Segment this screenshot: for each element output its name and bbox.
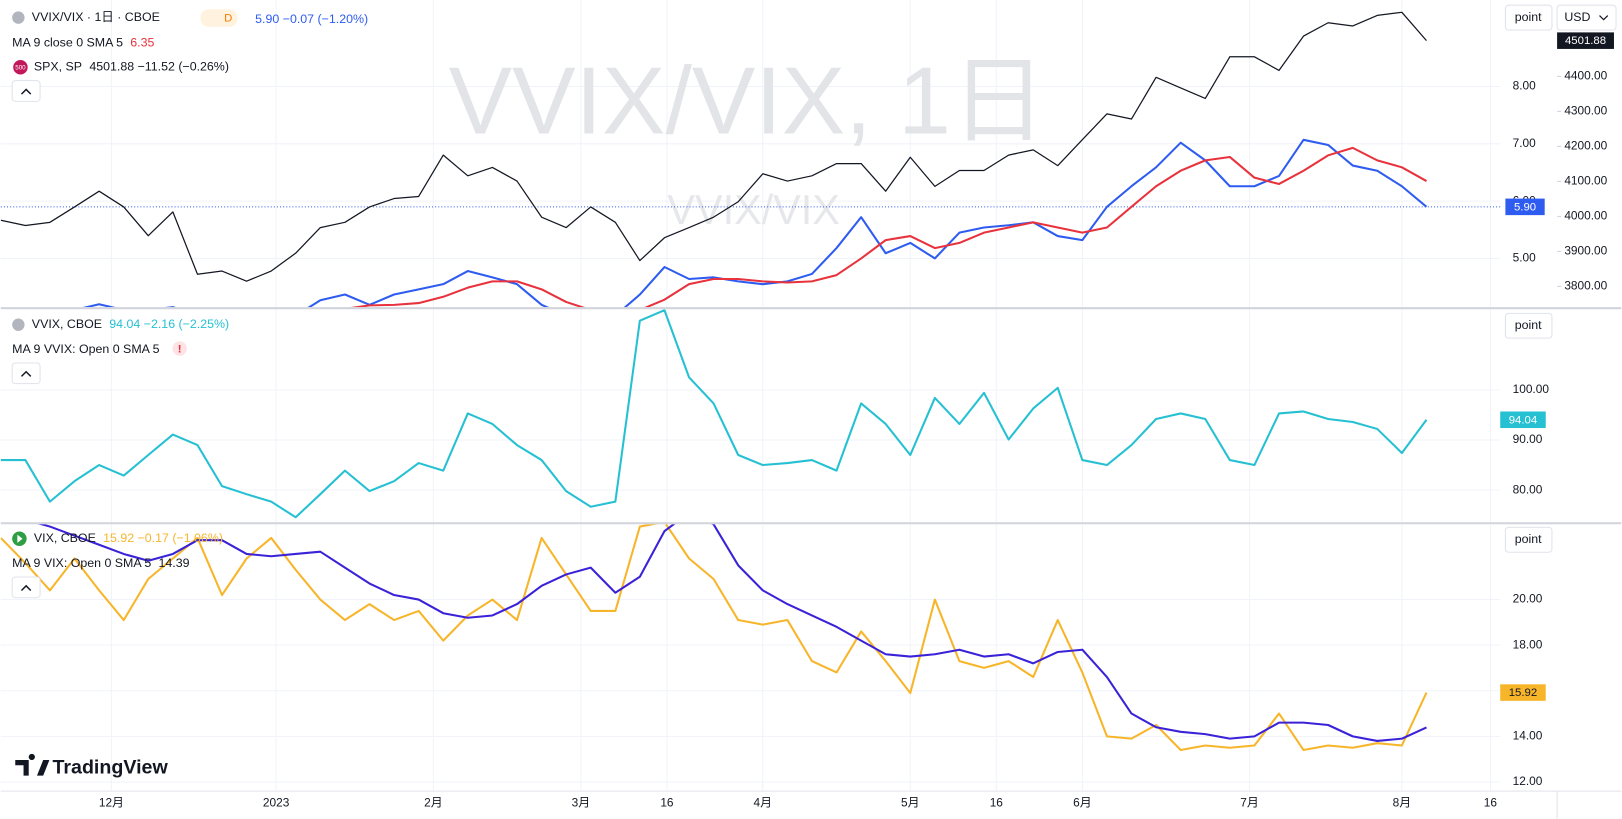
y-tick-label: 12.00 <box>1513 774 1543 788</box>
y2-tick-label: 4300.00 <box>1564 104 1607 118</box>
x-tick-label: 16 <box>660 796 674 810</box>
interval-badge <box>200 9 238 27</box>
y-tick-label: 5.00 <box>1513 251 1537 265</box>
x-tick-label: 5月 <box>901 796 919 810</box>
chevron-icon <box>20 370 32 377</box>
interval-label: D <box>224 13 232 25</box>
x-tick-label: 4月 <box>754 796 772 810</box>
symbol-icon-glyph <box>17 534 23 543</box>
legend-value: 4501.88 −11.52 (−0.26%) <box>89 59 229 73</box>
currency-button[interactable] <box>1556 4 1617 31</box>
y2-tick-label: 4200.00 <box>1564 139 1607 153</box>
legend-name: VIX, CBOE <box>34 531 96 545</box>
last-value-badge <box>1500 411 1546 429</box>
y-tick-label: 7.00 <box>1513 136 1537 150</box>
series-line <box>349 146 1427 308</box>
y-tick-label: 20.00 <box>1513 592 1543 606</box>
scale-mode-label[interactable]: point <box>1515 10 1542 24</box>
legend: VVIX/VIX · 1日 · CBOE D 5.90 −0.07 (−1.20… <box>11 9 368 599</box>
chevron-icon <box>20 584 32 591</box>
collapse-button[interactable] <box>11 362 41 385</box>
y-tick-label: 14.00 <box>1513 728 1543 742</box>
dropdown-icon <box>1599 15 1609 21</box>
x-tick-label: 16 <box>990 796 1004 810</box>
legend-value: 6.35 <box>130 36 154 50</box>
series-line <box>82 138 1428 308</box>
legend-name: VVIX, CBOE <box>32 317 102 331</box>
last-value-label: 5.90 <box>1514 201 1536 213</box>
logo-text: TradingView <box>52 757 168 779</box>
y2-tick-label: 4000.00 <box>1564 209 1607 223</box>
last-value-badge <box>1505 198 1545 216</box>
currency-label[interactable]: USD <box>1564 10 1590 24</box>
legend-name: VVIX/VIX · 1日 · CBOE <box>32 10 160 24</box>
legend-value: 14.39 <box>159 556 190 570</box>
x-tick-label: 8月 <box>1393 796 1411 810</box>
last-value-label: 15.92 <box>1509 687 1537 699</box>
y-tick-label: 90.00 <box>1513 432 1543 446</box>
legend-name: MA 9 VVIX: Open 0 SMA 5 <box>12 342 159 356</box>
grid-layer <box>0 0 1501 792</box>
axes-layer: 5.006.007.008.003800.003900.004000.00410… <box>99 32 1614 810</box>
series-line <box>37 524 1427 742</box>
last-value-badge <box>1557 32 1614 49</box>
scale-mode-button[interactable] <box>1504 312 1553 339</box>
spx-icon <box>13 59 28 75</box>
legend-value: 5.90 −0.07 (−1.20%) <box>255 12 368 26</box>
alert-icon <box>172 341 187 356</box>
y-tick-label: 8.00 <box>1513 79 1537 93</box>
x-tick-label: 16 <box>1484 796 1498 810</box>
legend-value: 94.04 −2.16 (−2.25%) <box>109 317 229 331</box>
legend-name: MA 9 close 0 SMA 5 <box>12 36 123 50</box>
chevron-icon <box>20 88 32 95</box>
series-line <box>0 524 1428 752</box>
y2-tick-label: 4100.00 <box>1564 174 1607 188</box>
watermark-title: VVIX/VIX, 1日 <box>449 49 1046 155</box>
x-tick-label: 3月 <box>572 796 590 810</box>
scale-mode-label[interactable]: point <box>1515 318 1542 332</box>
scale-mode-button[interactable] <box>1504 4 1553 31</box>
last-value-badge <box>1500 684 1546 701</box>
series-line <box>0 11 1427 282</box>
y2-tick-label: 4400.00 <box>1564 68 1607 82</box>
legend-name: SPX, SP <box>34 59 82 73</box>
collapse-button[interactable] <box>11 80 41 102</box>
watermark-subtitle: VVIX/VIX <box>667 187 839 233</box>
y2-tick-label: 3800.00 <box>1564 279 1607 293</box>
collapse-button[interactable] <box>11 576 41 599</box>
logo-icon <box>15 753 50 776</box>
x-tick-label: 7月 <box>1240 796 1258 810</box>
legend-name: MA 9 VIX: Open 0 SMA 5 <box>12 556 151 570</box>
x-tick-label: 2023 <box>263 796 290 810</box>
y-tick-label: 80.00 <box>1513 482 1543 496</box>
last-value-label: 94.04 <box>1509 414 1537 426</box>
x-tick-label: 6月 <box>1073 796 1091 810</box>
spx-icon-label: 500 <box>15 64 26 71</box>
x-tick-label: 12月 <box>99 796 124 810</box>
scale-mode-button[interactable] <box>1504 526 1553 553</box>
symbol-icon <box>12 318 25 331</box>
legend-value: 15.92 −0.17 (−1.06%) <box>103 531 223 545</box>
x-tick-label: 2月 <box>424 796 442 810</box>
symbol-icon <box>12 11 25 24</box>
alert-label: ! <box>178 344 182 356</box>
marks-layer <box>0 11 1501 752</box>
series-line <box>0 309 1428 519</box>
scale-mode-label[interactable]: point <box>1515 532 1542 546</box>
last-value-label: 4501.88 <box>1565 35 1606 47</box>
y2-tick-label: 3900.00 <box>1564 244 1607 258</box>
y-tick-label: 18.00 <box>1513 637 1543 651</box>
y-tick-label: 100.00 <box>1513 382 1550 396</box>
